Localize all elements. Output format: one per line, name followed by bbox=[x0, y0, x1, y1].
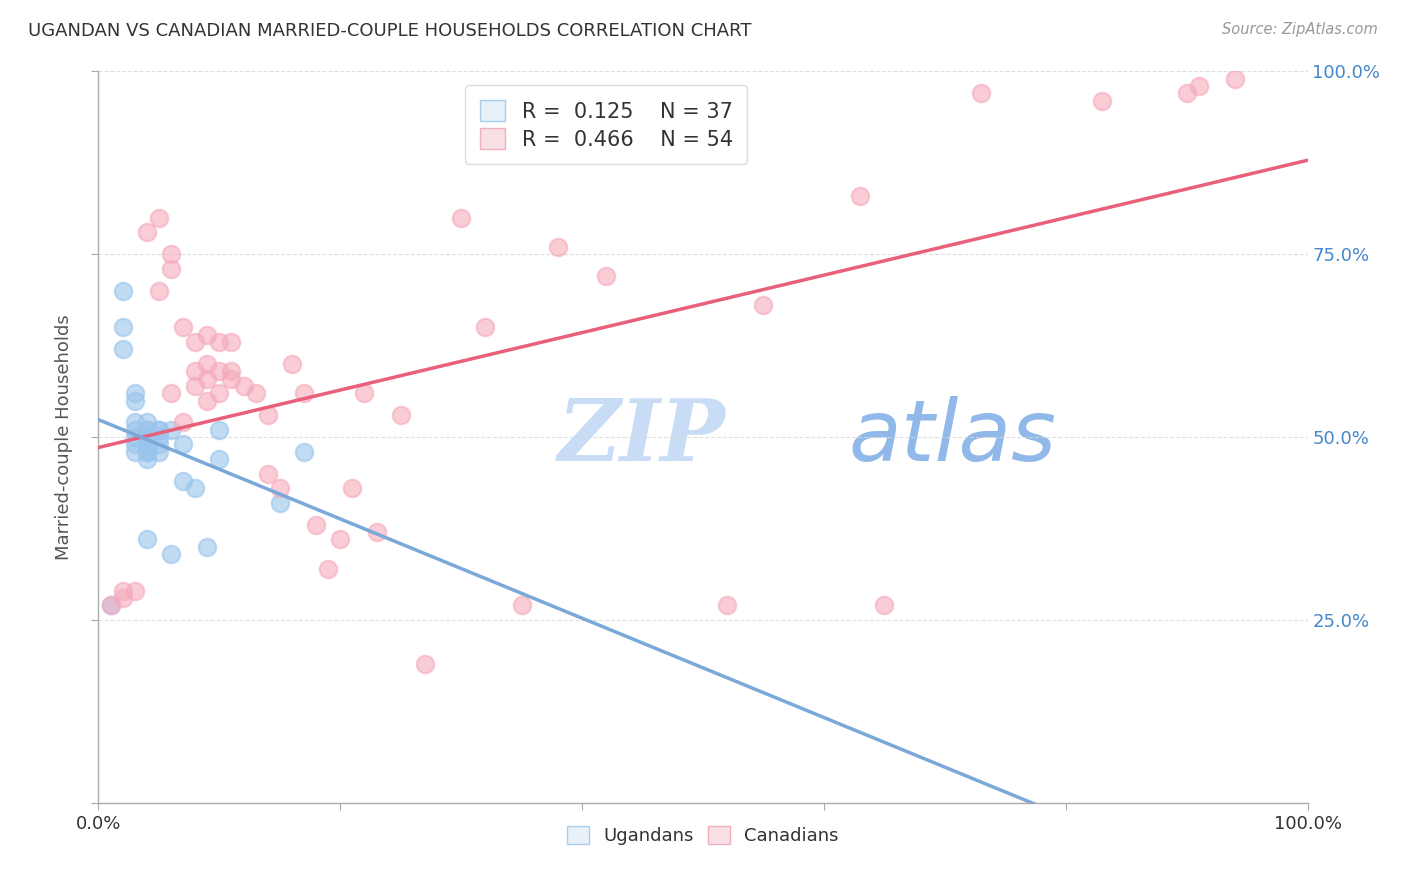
Point bbox=[148, 430, 170, 444]
Point bbox=[184, 364, 207, 378]
Point bbox=[111, 284, 134, 298]
Point bbox=[256, 467, 278, 481]
Point bbox=[292, 386, 315, 401]
Point bbox=[148, 211, 170, 225]
Point bbox=[353, 386, 375, 401]
Point bbox=[184, 334, 207, 349]
Point bbox=[208, 423, 231, 437]
Point bbox=[245, 386, 267, 401]
Point bbox=[135, 430, 157, 444]
Point bbox=[389, 408, 412, 422]
Point bbox=[1175, 87, 1198, 101]
Point bbox=[135, 444, 157, 458]
Point bbox=[124, 437, 146, 451]
Point bbox=[366, 525, 388, 540]
Point bbox=[160, 423, 183, 437]
Text: Source: ZipAtlas.com: Source: ZipAtlas.com bbox=[1222, 22, 1378, 37]
Point bbox=[148, 423, 170, 437]
Point bbox=[135, 423, 157, 437]
Point bbox=[135, 430, 157, 444]
Point bbox=[232, 379, 254, 393]
Point bbox=[873, 599, 896, 613]
Point bbox=[195, 357, 218, 371]
Point bbox=[148, 423, 170, 437]
Point bbox=[208, 452, 231, 467]
Point bbox=[510, 599, 533, 613]
Point bbox=[135, 416, 157, 430]
Point bbox=[135, 444, 157, 458]
Point bbox=[111, 320, 134, 334]
Point bbox=[124, 416, 146, 430]
Point bbox=[208, 334, 231, 349]
Point bbox=[221, 371, 243, 385]
Point bbox=[292, 444, 315, 458]
Point bbox=[124, 444, 146, 458]
Point bbox=[195, 371, 218, 385]
Point bbox=[547, 240, 569, 254]
Point bbox=[474, 320, 496, 334]
Point bbox=[970, 87, 993, 101]
Point bbox=[111, 591, 134, 605]
Point bbox=[160, 386, 183, 401]
Point bbox=[1091, 94, 1114, 108]
Point bbox=[195, 327, 218, 342]
Point bbox=[342, 481, 364, 495]
Point bbox=[595, 269, 617, 284]
Point bbox=[172, 416, 194, 430]
Point bbox=[124, 583, 146, 598]
Point bbox=[135, 423, 157, 437]
Point bbox=[172, 474, 194, 488]
Text: ZIP: ZIP bbox=[558, 395, 725, 479]
Point bbox=[100, 599, 122, 613]
Point bbox=[100, 599, 122, 613]
Point bbox=[148, 444, 170, 458]
Point bbox=[269, 496, 291, 510]
Text: atlas: atlas bbox=[848, 395, 1056, 479]
Point bbox=[1223, 71, 1246, 86]
Point bbox=[195, 393, 218, 408]
Point bbox=[269, 481, 291, 495]
Point bbox=[160, 547, 183, 561]
Point bbox=[160, 261, 183, 276]
Point bbox=[124, 423, 146, 437]
Point bbox=[135, 225, 157, 239]
Point bbox=[111, 583, 134, 598]
Point bbox=[135, 452, 157, 467]
Point bbox=[172, 320, 194, 334]
Point bbox=[135, 437, 157, 451]
Point bbox=[305, 517, 328, 532]
Point bbox=[1188, 78, 1211, 93]
Y-axis label: Married-couple Households: Married-couple Households bbox=[55, 314, 73, 560]
Point bbox=[716, 599, 738, 613]
Point bbox=[208, 386, 231, 401]
Point bbox=[316, 562, 339, 576]
Point bbox=[148, 284, 170, 298]
Point bbox=[221, 364, 243, 378]
Point bbox=[195, 540, 218, 554]
Point bbox=[329, 533, 352, 547]
Legend: Ugandans, Canadians: Ugandans, Canadians bbox=[557, 815, 849, 856]
Point bbox=[413, 657, 436, 671]
Point bbox=[148, 437, 170, 451]
Point bbox=[124, 430, 146, 444]
Point bbox=[256, 408, 278, 422]
Text: UGANDAN VS CANADIAN MARRIED-COUPLE HOUSEHOLDS CORRELATION CHART: UGANDAN VS CANADIAN MARRIED-COUPLE HOUSE… bbox=[28, 22, 752, 40]
Point bbox=[111, 343, 134, 357]
Point bbox=[124, 393, 146, 408]
Point bbox=[849, 188, 872, 202]
Point bbox=[281, 357, 304, 371]
Point bbox=[135, 437, 157, 451]
Point bbox=[752, 298, 775, 312]
Point bbox=[450, 211, 472, 225]
Point bbox=[172, 437, 194, 451]
Point bbox=[184, 481, 207, 495]
Point bbox=[160, 247, 183, 261]
Point bbox=[208, 364, 231, 378]
Point bbox=[135, 533, 157, 547]
Point bbox=[221, 334, 243, 349]
Point bbox=[124, 386, 146, 401]
Point bbox=[184, 379, 207, 393]
